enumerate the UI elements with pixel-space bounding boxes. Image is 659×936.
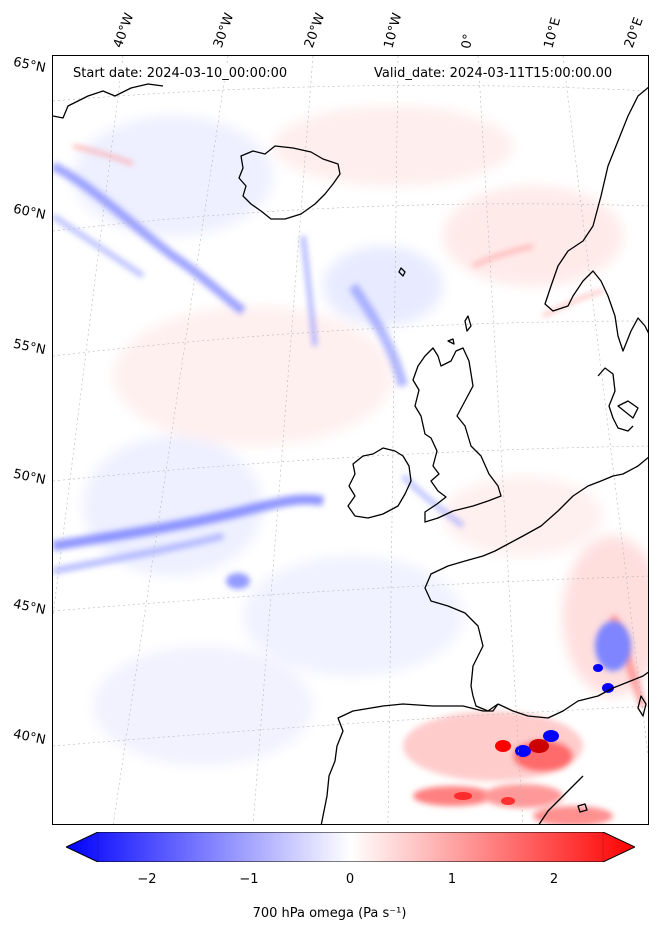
colorbar-tick-0: 0 [345, 872, 355, 887]
great-britain-coast [412, 347, 502, 523]
valid-date-label: Valid_date: 2024-03-11T15:00:00.00 [370, 66, 617, 81]
colorbar-tick-1: 1 [447, 872, 457, 887]
lon-label-20e: 20°E [621, 15, 647, 51]
lat-label-55n: 55°N [11, 336, 47, 359]
map-graticule [53, 56, 648, 824]
iceland-coast [238, 145, 341, 220]
lat-label-50n: 50°N [11, 466, 47, 489]
lon-label-30w: 30°W [210, 11, 238, 50]
map-plot-area [52, 55, 649, 825]
lon-label-10w: 10°W [381, 11, 406, 50]
colorbar-graphic [64, 831, 637, 866]
coastlines [53, 83, 648, 824]
omega-field-bands [53, 144, 647, 708]
lat-label-40n: 40°N [11, 726, 47, 749]
scandinavia-coast [544, 86, 648, 352]
continent-coast [424, 456, 648, 712]
colorbar-tick-neg2: −2 [137, 872, 157, 887]
lon-label-10e: 10°E [541, 15, 565, 51]
iberia-coast [320, 703, 499, 824]
denmark-coast [597, 367, 634, 432]
lat-label-60n: 60°N [11, 201, 47, 224]
omega-field-map [53, 56, 648, 824]
omega-field-background [73, 106, 648, 766]
lat-label-65n: 65°N [11, 54, 47, 77]
start-date-label: Start date: 2024-03-10_00:00:00 [69, 66, 292, 81]
lon-label-0: 0° [459, 32, 477, 50]
omega-field-strong-cells [403, 621, 631, 824]
colorbar-label: 700 hPa omega (Pa s⁻¹) [252, 906, 407, 921]
lon-label-20w: 20°W [301, 11, 329, 50]
colorbar-tick-2: 2 [549, 872, 559, 887]
lon-label-40w: 40°W [110, 11, 138, 50]
lat-label-45n: 45°N [11, 596, 47, 619]
colorbar-tick-neg1: −1 [239, 872, 259, 887]
ireland-coast [347, 447, 412, 519]
colorbar [64, 831, 637, 866]
